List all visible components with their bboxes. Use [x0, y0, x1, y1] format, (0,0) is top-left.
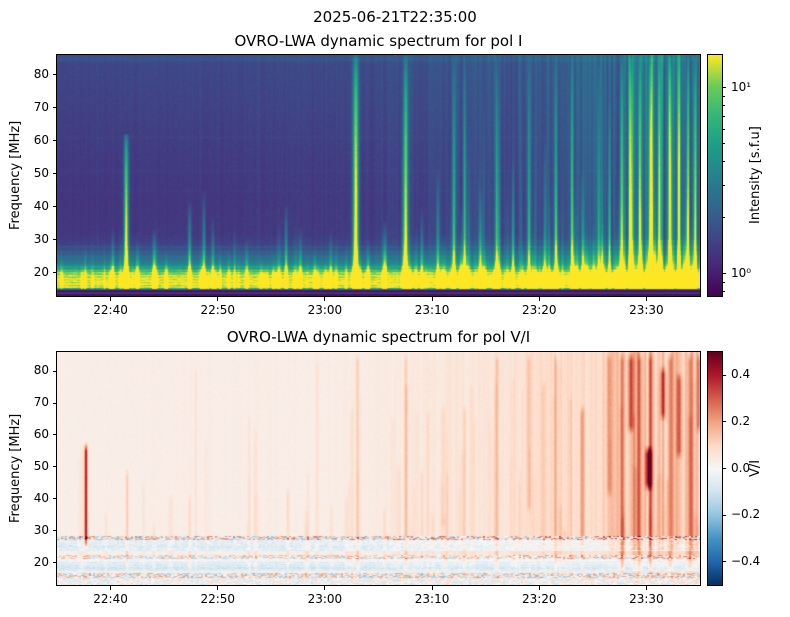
y-tick-label: 70 — [33, 99, 49, 114]
x-tick-mark — [324, 297, 326, 301]
x-tick-label: 23:30 — [629, 303, 664, 317]
x-tick-mark — [217, 586, 219, 590]
colorbar-minor-tick-mark — [722, 281, 725, 283]
colorbar-intensity-label: Intensity [s.f.u] — [748, 126, 763, 225]
colorbar-minor-tick-mark — [722, 116, 725, 118]
x-tick-label: 23:30 — [629, 592, 664, 606]
x-tick-mark — [110, 586, 112, 590]
spectrogram-pol-vi — [56, 351, 701, 586]
x-tick-mark — [645, 586, 647, 590]
colorbar-tick-label: 10¹ — [731, 79, 752, 94]
colorbar-tick-label: 0.4 — [731, 367, 751, 382]
panel-pol-i-yticks: 20 30 40 50 60 70 80 — [0, 55, 57, 296]
x-tick-label: 23:10 — [414, 303, 450, 317]
y-tick-label: 70 — [33, 395, 49, 410]
colorbar-minor-tick-mark — [722, 291, 725, 293]
colorbar-vi-ticks: 0.4 0.2 0.0 −0.2 −0.4 — [722, 352, 772, 585]
colorbar-tick-mark — [722, 561, 726, 563]
y-tick-mark — [53, 530, 57, 532]
x-tick-label: 23:00 — [307, 592, 343, 606]
y-tick-label: 60 — [33, 132, 49, 147]
x-tick-mark — [431, 586, 433, 590]
x-tick-mark — [110, 297, 112, 301]
colorbar-minor-tick-mark — [722, 217, 725, 219]
colorbar-tick-mark — [722, 514, 726, 516]
y-tick-label: 50 — [33, 458, 49, 473]
colorbar-vi — [707, 351, 723, 586]
y-tick-label: 80 — [33, 363, 49, 378]
colorbar-minor-tick-mark — [722, 95, 725, 97]
colorbar-minor-tick-mark — [722, 143, 725, 145]
colorbar-intensity-canvas — [708, 55, 722, 296]
panel-pol-vi-xticks: 22:40 22:50 23:00 23:10 23:20 23:30 — [57, 586, 700, 610]
colorbar-tick-mark — [722, 374, 726, 376]
y-tick-label: 40 — [33, 198, 49, 213]
x-tick-mark — [538, 586, 540, 590]
colorbar-tick-label: 10⁰ — [731, 265, 752, 280]
y-tick-label: 30 — [33, 231, 49, 246]
spectrogram-pol-vi-canvas — [57, 352, 700, 585]
spectrogram-pol-i — [56, 54, 701, 297]
y-tick-mark — [53, 206, 57, 208]
colorbar-minor-tick-mark — [722, 128, 725, 130]
colorbar-tick-label: 0.2 — [731, 413, 751, 428]
x-tick-mark — [217, 297, 219, 301]
y-tick-mark — [53, 74, 57, 76]
colorbar-minor-tick-mark — [722, 105, 725, 107]
colorbar-intensity-ticks: 10¹ 10⁰ — [722, 55, 772, 296]
colorbar-tick-label: −0.4 — [731, 553, 761, 568]
colorbar-minor-tick-mark — [722, 184, 725, 186]
x-tick-label: 23:00 — [307, 303, 343, 317]
y-tick-mark — [53, 272, 57, 274]
x-tick-label: 23:20 — [521, 303, 557, 317]
y-tick-mark — [53, 562, 57, 564]
x-tick-mark — [538, 297, 540, 301]
y-tick-label: 20 — [33, 264, 49, 279]
y-tick-label: 20 — [33, 554, 49, 569]
panel-pol-i-title: OVRO-LWA dynamic spectrum for pol I — [234, 32, 523, 50]
colorbar-minor-tick-mark — [722, 161, 725, 163]
y-tick-mark — [53, 140, 57, 142]
y-tick-label: 40 — [33, 490, 49, 505]
colorbar-vi-label: V/I — [748, 459, 763, 478]
x-tick-label: 22:40 — [93, 592, 128, 606]
panel-pol-vi-yticks: 20 30 40 50 60 70 80 — [0, 352, 57, 585]
panel-pol-vi-title: OVRO-LWA dynamic spectrum for pol V/I — [226, 328, 531, 346]
colorbar-tick-mark — [722, 468, 726, 469]
colorbar-tick-mark — [722, 87, 726, 89]
x-tick-label: 23:20 — [521, 592, 557, 606]
x-tick-label: 22:50 — [200, 592, 236, 606]
y-tick-mark — [53, 370, 57, 372]
y-tick-mark — [53, 173, 57, 175]
x-tick-mark — [645, 297, 647, 301]
y-tick-mark — [53, 498, 57, 500]
colorbar-tick-label: −0.2 — [731, 507, 761, 522]
y-tick-mark — [53, 434, 57, 436]
panel-pol-i-xticks: 22:40 22:50 23:00 23:10 23:20 23:30 — [57, 297, 700, 321]
y-tick-mark — [53, 239, 57, 241]
x-tick-label: 22:40 — [93, 303, 128, 317]
colorbar-tick-label: 0.0 — [731, 460, 751, 475]
colorbar-tick-mark — [722, 421, 726, 423]
y-tick-mark — [53, 107, 57, 109]
y-tick-mark — [53, 402, 57, 404]
colorbar-intensity — [707, 54, 723, 297]
y-tick-label: 30 — [33, 522, 49, 537]
figure-suptitle: 2025-06-21T22:35:00 — [313, 8, 477, 26]
colorbar-tick-mark — [722, 273, 726, 275]
spectrogram-pol-i-canvas — [57, 55, 700, 296]
x-tick-mark — [431, 297, 433, 301]
y-tick-label: 60 — [33, 426, 49, 441]
y-tick-label: 50 — [33, 165, 49, 180]
x-tick-label: 22:50 — [200, 303, 236, 317]
x-tick-mark — [324, 586, 326, 590]
y-tick-mark — [53, 466, 57, 468]
colorbar-vi-canvas — [708, 352, 722, 585]
y-tick-label: 80 — [33, 66, 49, 81]
x-tick-label: 23:10 — [414, 592, 450, 606]
